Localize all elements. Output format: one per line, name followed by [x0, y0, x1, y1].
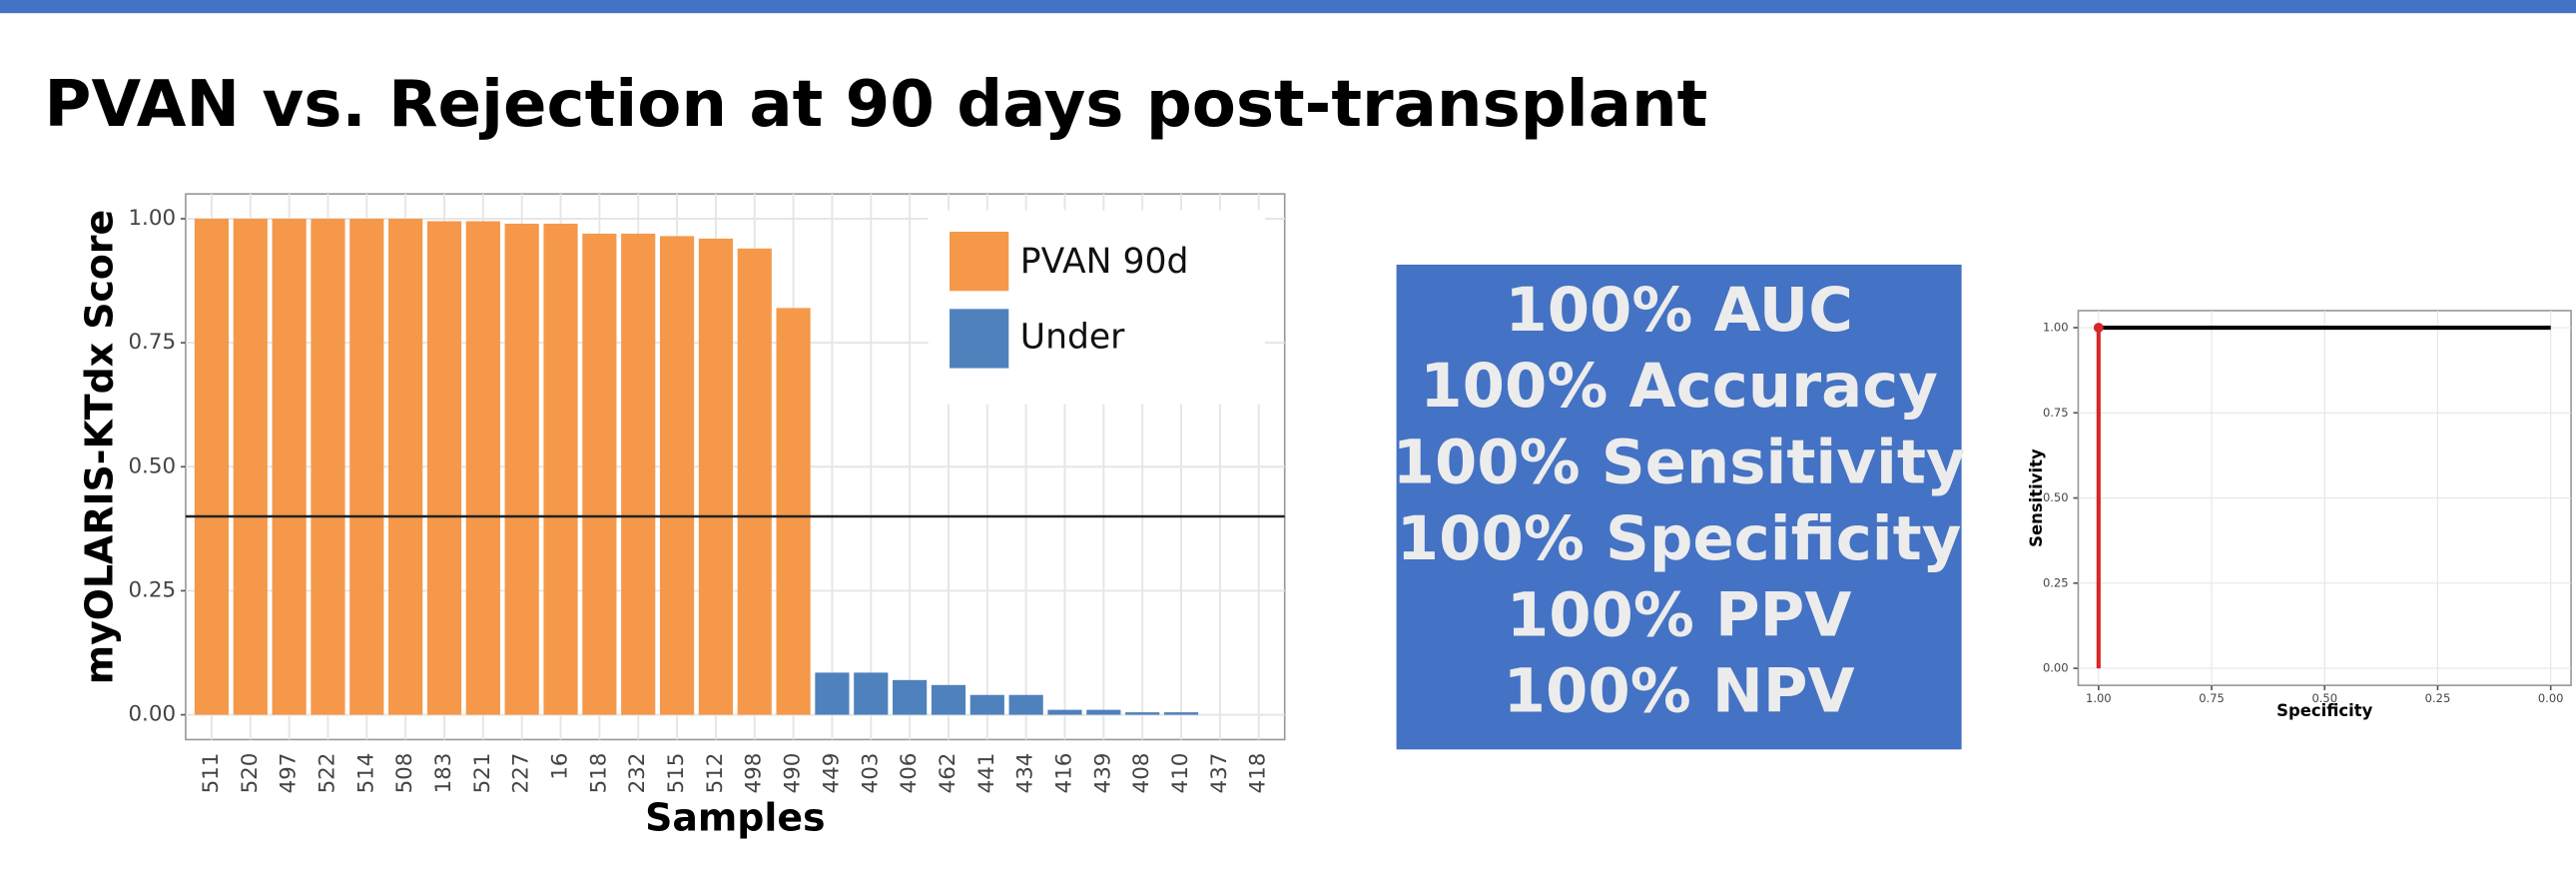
x-tick-label: 508	[392, 753, 417, 794]
bar	[1086, 709, 1121, 715]
bar	[311, 218, 345, 715]
x-tick-label: 490	[781, 753, 806, 794]
slide-title: PVAN vs. Rejection at 90 days post-trans…	[44, 67, 1707, 142]
x-tick-label: 434	[1013, 753, 1038, 794]
x-axis-label: Specificity	[2276, 701, 2373, 720]
x-tick-label: 16	[548, 753, 573, 780]
x-tick-label: 437	[1207, 753, 1232, 794]
legend-swatch	[950, 232, 1009, 292]
bar	[194, 218, 230, 715]
bar	[465, 221, 500, 715]
y-tick-label: 1.00	[128, 206, 176, 231]
y-tick-label: 0.25	[128, 577, 176, 602]
bar	[1008, 694, 1043, 715]
bar	[349, 218, 384, 715]
y-tick-label: 0.75	[128, 330, 176, 355]
x-tick-label: 439	[1090, 753, 1115, 794]
bar	[582, 233, 617, 715]
bar	[1163, 712, 1199, 715]
bar	[272, 218, 307, 715]
x-tick-label: 416	[1051, 753, 1076, 794]
y-axis-label: myOLARIS-KTdx Score	[78, 210, 122, 684]
x-tick-label: 462	[936, 753, 961, 794]
legend-swatch	[950, 309, 1009, 369]
stat-line: 100% Accuracy	[1420, 351, 1938, 422]
bar	[1047, 709, 1082, 715]
bar	[969, 694, 1004, 715]
x-tick-label: 0.25	[2425, 691, 2451, 705]
bar	[776, 308, 811, 715]
y-tick-label: 0.75	[2043, 406, 2069, 420]
x-tick-label: 512	[703, 753, 728, 794]
x-tick-label: 449	[819, 753, 844, 794]
y-axis-label: Sensitivity	[2027, 448, 2046, 547]
x-tick-label: 0.75	[2199, 691, 2225, 705]
x-tick-label: 410	[1168, 753, 1193, 794]
roc-point	[2093, 323, 2104, 333]
x-tick-label: 0.50	[2311, 691, 2337, 705]
bar	[233, 218, 268, 715]
x-tick-label: 518	[586, 753, 611, 794]
legend-label: Under	[1020, 317, 1125, 357]
x-tick-label: 408	[1129, 753, 1154, 794]
bar	[388, 218, 423, 715]
x-tick-label: 498	[742, 753, 767, 794]
y-tick-label: 0.00	[128, 702, 176, 727]
x-tick-label: 232	[625, 753, 650, 794]
bar	[893, 679, 928, 715]
bar	[504, 223, 539, 715]
x-tick-label: 441	[974, 753, 999, 794]
bar	[698, 238, 733, 715]
stat-line: 100% AUC	[1505, 275, 1853, 346]
x-tick-label: 1.00	[2086, 691, 2112, 705]
legend-label: PVAN 90d	[1020, 242, 1189, 282]
x-tick-label: 515	[664, 753, 689, 794]
bar	[737, 248, 772, 715]
stat-line: 100% Specificity	[1397, 503, 1962, 574]
x-tick-label: 514	[353, 753, 378, 794]
bar	[659, 236, 695, 715]
y-tick-label: 1.00	[2043, 321, 2069, 335]
x-tick-label: 227	[509, 753, 534, 794]
bar	[543, 223, 578, 715]
x-tick-label: 418	[1246, 753, 1271, 794]
y-tick-label: 0.50	[2043, 490, 2069, 504]
x-tick-label: 183	[431, 753, 456, 794]
x-tick-label: 0.00	[2538, 691, 2564, 705]
bar	[426, 221, 462, 715]
bar	[621, 233, 656, 715]
bar	[815, 672, 850, 715]
bar	[931, 684, 966, 715]
x-tick-label: 403	[858, 753, 883, 794]
x-tick-label: 522	[315, 753, 339, 794]
x-tick-label: 521	[470, 753, 495, 794]
y-tick-label: 0.25	[2043, 575, 2069, 589]
bar	[854, 672, 889, 715]
stat-line: 100% PPV	[1507, 579, 1852, 650]
top-bar	[0, 0, 2576, 14]
y-tick-label: 0.50	[128, 453, 176, 478]
stat-line: 100% Sensitivity	[1393, 428, 1966, 498]
stats-box	[1396, 264, 1962, 750]
x-axis-label: Samples	[645, 796, 825, 840]
x-tick-label: 406	[897, 753, 922, 794]
x-tick-label: 497	[277, 753, 302, 794]
x-tick-label: 520	[238, 753, 263, 794]
x-tick-label: 511	[199, 753, 224, 794]
bar	[1125, 712, 1160, 715]
stat-line: 100% NPV	[1504, 656, 1855, 727]
y-tick-label: 0.00	[2043, 661, 2069, 675]
